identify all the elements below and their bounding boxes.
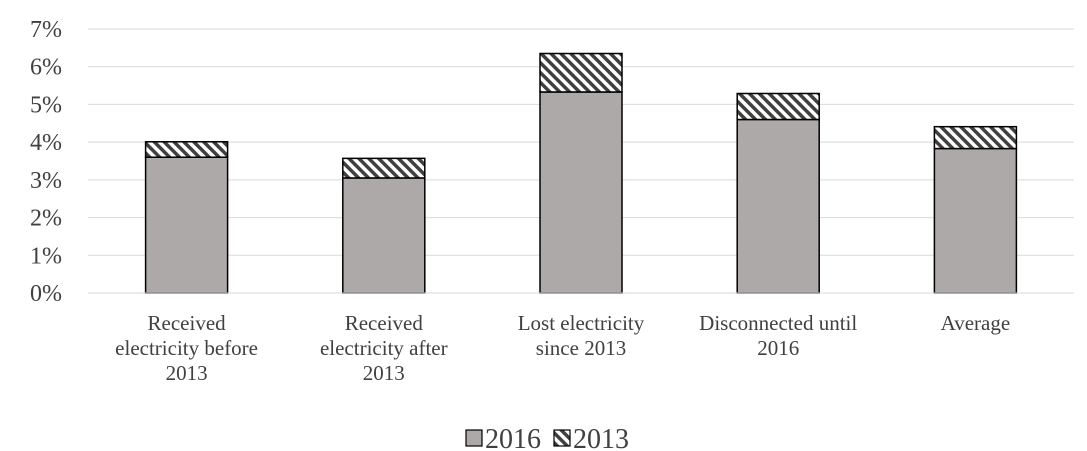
bars — [144, 52, 1018, 294]
bar-2016-4 — [933, 147, 1018, 294]
legend: 2016 2013 — [465, 424, 629, 451]
bar-2016-2 — [539, 91, 623, 294]
x-category-label-line: Received — [345, 311, 424, 335]
x-category-label: Disconnected until 2016 — [699, 311, 857, 360]
legend-swatch-2013 — [553, 429, 571, 447]
y-tick-label: 3% — [30, 168, 62, 194]
x-category-label-line: Received — [148, 311, 227, 335]
y-tick-label: 5% — [30, 92, 62, 118]
bar-2016-0 — [144, 156, 229, 294]
y-tick-label: 1% — [30, 243, 62, 269]
bar-2013-0 — [144, 141, 229, 158]
bar-2013-2 — [539, 52, 623, 93]
x-category-label-line: electricity before — [115, 336, 258, 360]
x-category-label: Received electricity before 2013 — [115, 311, 258, 385]
bar-2016-1 — [342, 177, 426, 294]
x-category-label: Lost electricity since 2013 — [518, 311, 645, 360]
x-category-label-line: 2016 — [757, 336, 799, 360]
x-category-label-line: Average — [941, 311, 1011, 335]
y-tick-label: 6% — [30, 55, 62, 81]
y-tick-label: 0% — [30, 281, 62, 307]
x-category-label: Average — [941, 311, 1011, 335]
x-category-label-line: electricity after — [320, 336, 448, 360]
bar-2013-3 — [736, 92, 820, 121]
legend-label-2013: 2013 — [573, 424, 629, 451]
bar-2013-4 — [933, 125, 1018, 150]
bar-2016-3 — [736, 118, 820, 294]
y-tick-label: 4% — [30, 130, 62, 156]
x-category-label-line: Lost electricity — [518, 311, 645, 335]
legend-label-2016: 2016 — [485, 424, 541, 451]
y-tick-label: 2% — [30, 206, 62, 232]
x-category-label-line: 2013 — [166, 361, 208, 385]
x-category-label-line: 2013 — [363, 361, 405, 385]
x-category-label-line: Disconnected until — [699, 311, 857, 335]
y-tick-label: 7% — [30, 17, 62, 43]
x-category-label-line: since 2013 — [536, 336, 626, 360]
x-category-label: Received electricity after 2013 — [320, 311, 448, 385]
legend-swatch-2016 — [465, 429, 483, 447]
bar-2013-1 — [342, 157, 426, 179]
y-axis-tick-labels: 0% 1% 2% 3% 4% 5% 6% 7% — [30, 17, 62, 307]
